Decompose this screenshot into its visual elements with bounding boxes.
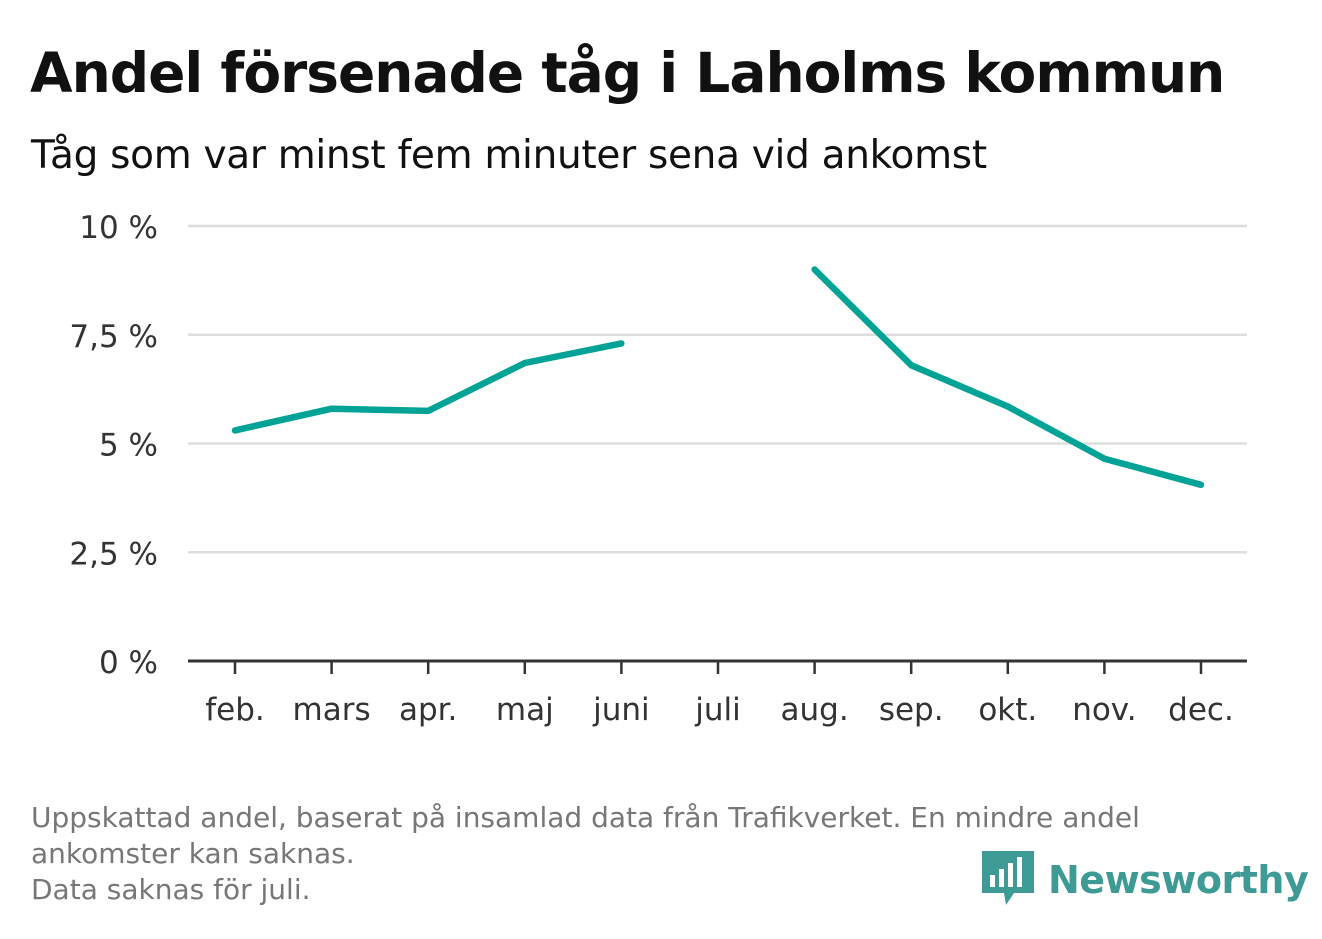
y-tick-label: 7,5 % <box>69 319 158 355</box>
x-tick-label: maj <box>496 692 554 728</box>
data-point <box>1004 403 1011 410</box>
x-axis <box>188 659 1247 674</box>
x-tick-label: apr. <box>399 692 457 728</box>
y-tick-label: 2,5 % <box>69 536 158 572</box>
data-point <box>521 359 528 367</box>
data-point <box>328 405 335 412</box>
x-tick-label: sep. <box>879 692 944 728</box>
x-tick-label: aug. <box>781 692 849 728</box>
footnote-line: Uppskattad andel, baserat på insamlad da… <box>31 801 1140 834</box>
data-series <box>231 266 1205 489</box>
x-tick-label: dec. <box>1168 692 1234 728</box>
brand-logo: Newsworthy <box>980 849 1309 911</box>
series-line <box>234 340 623 434</box>
x-tick-label: nov. <box>1072 692 1136 728</box>
x-tick-label: mars <box>293 692 371 728</box>
bar-chart-speech-bubble-icon <box>980 849 1036 911</box>
x-tick-label: juli <box>694 692 741 728</box>
x-tick-label: feb. <box>205 692 265 728</box>
data-point <box>1197 481 1205 489</box>
y-axis-tick-labels: 0 % 2,5 % 5 % 7,5 % 10 % <box>69 210 158 681</box>
y-tick-label: 0 % <box>99 645 158 681</box>
data-point <box>811 266 818 273</box>
brand-name: Newsworthy <box>1048 858 1309 902</box>
series-line <box>812 267 1202 488</box>
footnote-line: Data saknas för juli. <box>31 873 311 906</box>
data-point <box>425 407 432 415</box>
footnote: Uppskattad andel, baserat på insamlad da… <box>31 800 1281 908</box>
x-tick-label: juni <box>592 692 650 728</box>
line-chart: 0 % 2,5 % 5 % 7,5 % 10 % feb. mars apr. maj juni… <box>69 210 1247 728</box>
grid-lines <box>188 224 1247 554</box>
y-tick-label: 10 % <box>79 210 158 246</box>
chart-title: Andel försenade tåg i Laholms kommun <box>30 41 1225 105</box>
data-point <box>908 362 915 369</box>
data-point <box>1101 455 1108 462</box>
data-point <box>231 427 239 434</box>
x-tick-label: okt. <box>978 692 1037 728</box>
data-point <box>618 340 625 347</box>
y-tick-label: 5 % <box>99 428 158 464</box>
x-axis-tick-labels: feb. mars apr. maj juni juli aug. sep. okt. nov. d… <box>205 692 1234 728</box>
footnote-line: ankomster kan saknas. <box>31 837 355 870</box>
chart-subtitle: Tåg som var minst fem minuter sena vid a… <box>31 133 987 178</box>
